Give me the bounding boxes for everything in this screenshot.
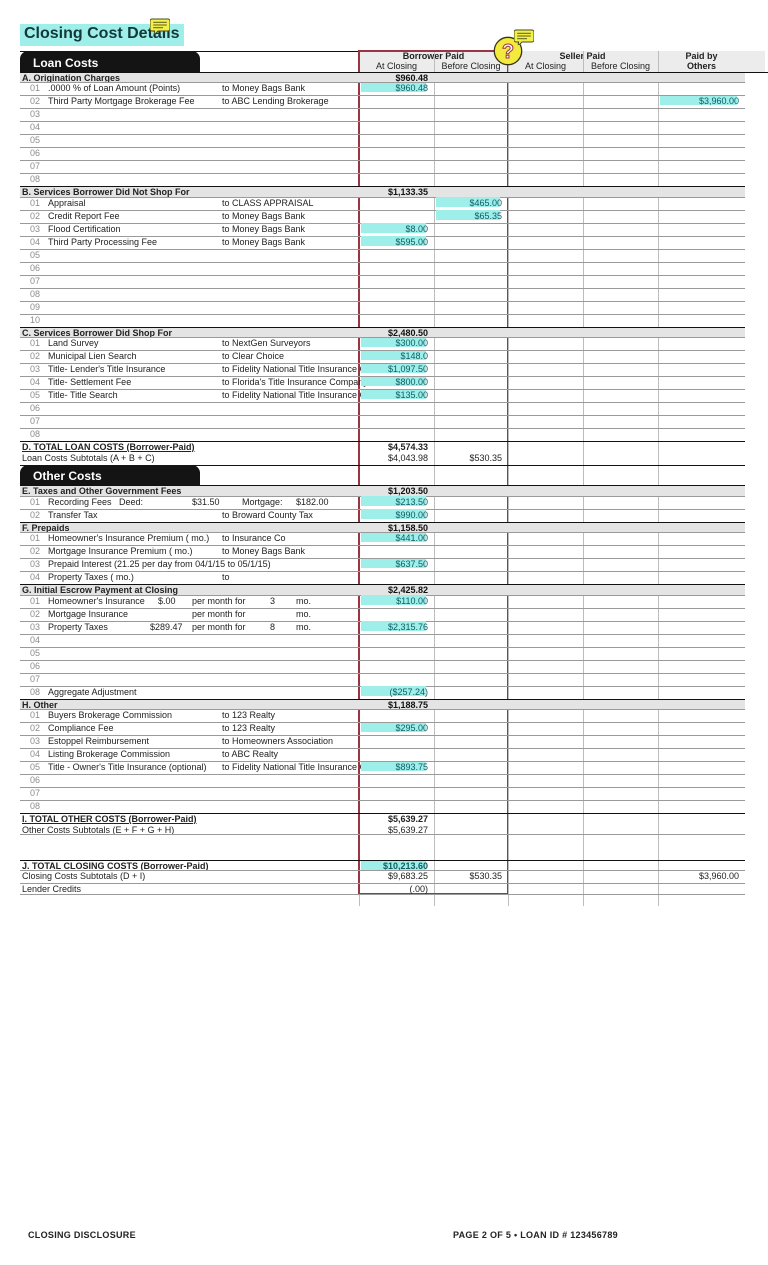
svg-text:?: ? — [502, 41, 514, 63]
